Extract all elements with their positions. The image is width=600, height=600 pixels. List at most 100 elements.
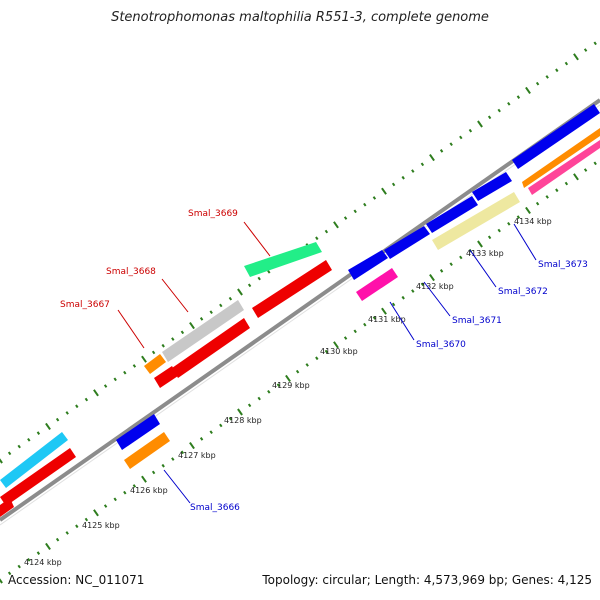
tick-label: 4133 kbp bbox=[466, 249, 504, 258]
minor-tick bbox=[497, 228, 501, 233]
major-tick bbox=[0, 458, 3, 464]
minor-tick bbox=[27, 438, 31, 442]
minor-tick bbox=[267, 390, 271, 394]
minor-tick bbox=[315, 356, 319, 361]
gene-label-smal-3673[interactable]: Smal_3673 bbox=[538, 260, 588, 270]
gene-block-green[interactable] bbox=[244, 242, 322, 277]
major-tick bbox=[189, 322, 195, 330]
gene-block-red[interactable] bbox=[0, 498, 14, 517]
minor-tick bbox=[363, 322, 367, 327]
minor-tick bbox=[564, 61, 569, 66]
gene-block-red[interactable] bbox=[252, 260, 332, 318]
major-tick bbox=[525, 86, 531, 94]
minor-tick bbox=[103, 384, 108, 388]
major-tick bbox=[141, 475, 147, 483]
leader-line bbox=[389, 301, 415, 341]
minor-tick bbox=[151, 470, 156, 475]
minor-tick bbox=[324, 349, 329, 354]
minor-tick bbox=[65, 411, 69, 415]
minor-tick bbox=[468, 128, 473, 133]
leader-line bbox=[469, 249, 497, 288]
gene-block-magenta[interactable] bbox=[356, 268, 398, 301]
major-tick bbox=[381, 187, 387, 195]
minor-tick bbox=[535, 81, 540, 86]
tick-label: 4132 kbp bbox=[416, 282, 454, 291]
major-tick bbox=[477, 120, 483, 128]
gene-block-grey[interactable] bbox=[162, 300, 244, 362]
gene-label-smal-3671[interactable]: Smal_3671 bbox=[452, 316, 502, 326]
major-tick bbox=[189, 442, 195, 450]
gene-block-orange-stripe[interactable] bbox=[522, 128, 600, 188]
minor-tick bbox=[171, 337, 175, 341]
gene-block-blue[interactable] bbox=[348, 250, 388, 280]
minor-tick bbox=[161, 463, 165, 468]
minor-tick bbox=[507, 102, 511, 106]
gene-label-smal-3668[interactable]: Smal_3668 bbox=[106, 267, 156, 277]
gene-block-blue[interactable] bbox=[116, 414, 160, 450]
major-tick bbox=[477, 240, 483, 248]
leader-line bbox=[243, 221, 271, 257]
major-tick bbox=[141, 355, 147, 363]
minor-tick bbox=[257, 396, 261, 401]
minor-tick bbox=[132, 364, 137, 368]
minor-tick bbox=[391, 182, 396, 187]
minor-tick bbox=[439, 149, 444, 153]
gene-label-smal-3672[interactable]: Smal_3672 bbox=[498, 287, 548, 297]
minor-tick bbox=[103, 504, 108, 508]
minor-tick bbox=[449, 262, 453, 266]
minor-tick bbox=[151, 350, 156, 355]
genome-summary-text: Topology: circular; Length: 4,573,969 bp… bbox=[262, 573, 592, 587]
gene-label-smal-3666[interactable]: Smal_3666 bbox=[190, 503, 240, 513]
gene-label-smal-3669[interactable]: Smal_3669 bbox=[188, 209, 238, 219]
minor-tick bbox=[459, 255, 463, 260]
minor-tick bbox=[305, 363, 309, 367]
gene-block-blue[interactable] bbox=[472, 172, 512, 201]
gene-labels: Smal_3667 Smal_3668 Smal_3669 Smal_3666 … bbox=[60, 209, 588, 513]
minor-tick bbox=[487, 235, 492, 240]
gene-block-khaki[interactable] bbox=[432, 192, 520, 250]
map-title: Stenotrophomonas maltophilia R551-3, com… bbox=[111, 10, 489, 25]
major-tick bbox=[573, 173, 579, 181]
gene-label-smal-3670[interactable]: Smal_3670 bbox=[416, 340, 466, 350]
major-tick bbox=[93, 509, 99, 517]
major-tick bbox=[381, 307, 387, 315]
gene-block-red[interactable] bbox=[0, 448, 76, 506]
gene-block-cyan[interactable] bbox=[0, 432, 68, 488]
major-tick bbox=[429, 154, 435, 162]
minor-tick bbox=[276, 383, 281, 387]
tick-marks bbox=[0, 41, 597, 584]
minor-tick bbox=[228, 296, 233, 301]
minor-tick bbox=[583, 48, 588, 52]
minor-tick bbox=[497, 108, 501, 113]
minor-tick bbox=[219, 303, 223, 308]
major-tick bbox=[237, 408, 243, 416]
gene-label-smal-3667[interactable]: Smal_3667 bbox=[60, 300, 110, 310]
major-tick bbox=[333, 341, 339, 349]
tick-label: 4125 kbp bbox=[82, 521, 120, 530]
tick-label: 4129 kbp bbox=[272, 381, 310, 390]
minor-tick bbox=[75, 524, 79, 529]
backbone-line bbox=[0, 98, 600, 522]
major-tick bbox=[45, 422, 51, 430]
minor-tick bbox=[420, 282, 425, 287]
minor-tick bbox=[401, 175, 405, 180]
minor-tick bbox=[171, 457, 175, 461]
gene-block-red[interactable] bbox=[172, 318, 250, 378]
gene-block-blue[interactable] bbox=[512, 104, 600, 169]
gene-block-blue[interactable] bbox=[384, 226, 430, 259]
minor-tick bbox=[564, 181, 569, 186]
leader-lines bbox=[117, 221, 537, 504]
gene-block-pink-stripe[interactable] bbox=[528, 140, 600, 195]
tick-labels: 4124 kbp 4125 kbp 4126 kbp 4127 kbp 4128… bbox=[24, 217, 552, 567]
minor-tick bbox=[401, 295, 405, 300]
minor-tick bbox=[7, 451, 12, 456]
gene-block-orange[interactable] bbox=[124, 432, 170, 469]
minor-tick bbox=[343, 216, 348, 220]
gene-block-red[interactable] bbox=[154, 366, 178, 388]
minor-tick bbox=[353, 329, 357, 334]
minor-tick bbox=[593, 161, 597, 166]
gene-block-blue[interactable] bbox=[426, 196, 478, 233]
minor-tick bbox=[27, 558, 31, 562]
minor-tick bbox=[372, 196, 377, 200]
gene-block-orange[interactable] bbox=[144, 354, 166, 374]
